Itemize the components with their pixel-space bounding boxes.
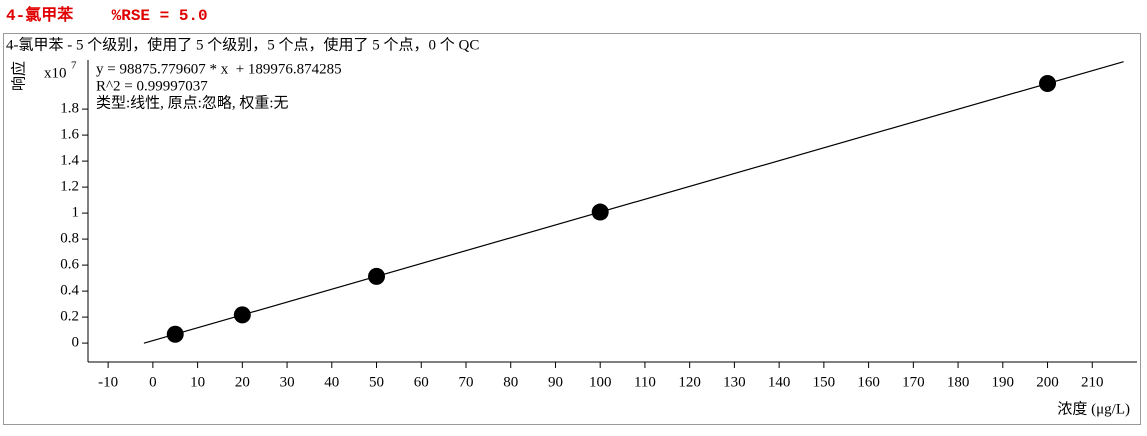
x-tick-label: -10 [98, 374, 118, 390]
y-tick-label: 1.6 [60, 127, 79, 143]
y-tick-label: 1.4 [60, 153, 79, 169]
data-point [1039, 74, 1057, 92]
x-axis-label: 浓度 (μg/L) [1057, 400, 1130, 417]
chart-title: 4-氯甲苯 %RSE = 5.0 [6, 5, 208, 25]
fit-line [143, 61, 1124, 344]
x-tick-label: 200 [1036, 374, 1059, 390]
x-tick-label: 210 [1081, 374, 1104, 390]
x-tick-label: 110 [634, 374, 656, 390]
y-axis-label: 响应 [9, 61, 27, 91]
x-tick-label: 30 [280, 374, 295, 390]
y-tick-label: 1.8 [60, 101, 79, 117]
equation-text: y = 98875.779607 * x + 189976.874285 [96, 61, 342, 77]
x-tick-label: 170 [902, 374, 925, 390]
equation-text: R^2 = 0.99997037 [96, 78, 208, 94]
x-tick-label: 100 [589, 374, 612, 390]
y-multiplier-exponent: 7 [71, 60, 77, 72]
x-tick-label: 180 [947, 374, 970, 390]
x-tick-label: 160 [857, 374, 880, 390]
panel-border [3, 33, 1141, 425]
x-tick-label: 70 [458, 374, 473, 390]
x-tick-label: 190 [992, 374, 1015, 390]
data-point [166, 325, 184, 343]
equation-text: 类型:线性, 原点:忽略, 权重:无 [96, 94, 289, 111]
data-point [591, 203, 609, 221]
data-point [233, 306, 251, 324]
y-tick-label: 0 [72, 335, 80, 351]
chart-subtitle: 4-氯甲苯 - 5 个级别，使用了 5 个级别，5 个点，使用了 5 个点，0 … [6, 36, 479, 53]
data-point [368, 267, 386, 285]
x-tick-label: 120 [678, 374, 701, 390]
x-tick-label: 20 [235, 374, 250, 390]
x-tick-label: 0 [149, 374, 157, 390]
y-tick-label: 0.6 [60, 257, 79, 273]
y-tick-label: 1.2 [60, 179, 79, 195]
y-tick-label: 0.4 [60, 283, 79, 299]
y-tick-label: 0.2 [60, 309, 79, 325]
x-tick-label: 40 [324, 374, 339, 390]
x-tick-label: 140 [768, 374, 791, 390]
x-tick-label: 50 [369, 374, 384, 390]
y-tick-label: 1 [72, 205, 80, 221]
x-tick-label: 150 [813, 374, 836, 390]
x-tick-label: 60 [414, 374, 429, 390]
x-tick-label: 130 [723, 374, 746, 390]
x-tick-label: 90 [548, 374, 563, 390]
x-tick-label: 80 [503, 374, 518, 390]
y-tick-label: 0.8 [60, 231, 79, 247]
y-multiplier: x10 [44, 65, 67, 81]
x-tick-label: 10 [190, 374, 205, 390]
